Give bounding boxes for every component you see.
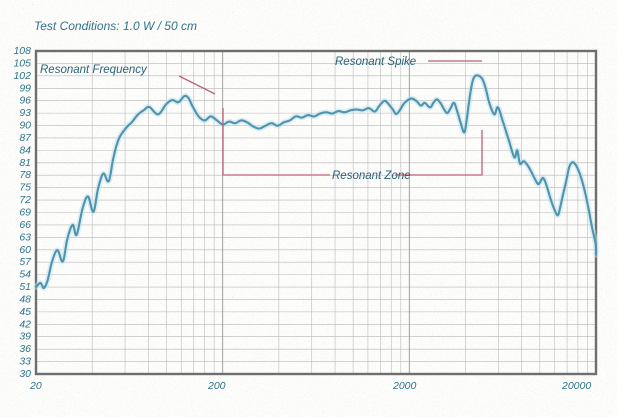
svg-text:63: 63	[19, 231, 31, 243]
svg-text:42: 42	[19, 318, 31, 330]
svg-text:96: 96	[19, 95, 31, 107]
svg-text:Resonant Spike: Resonant Spike	[335, 56, 416, 68]
svg-text:87: 87	[19, 132, 32, 144]
svg-text:69: 69	[19, 207, 31, 219]
svg-text:90: 90	[19, 120, 31, 132]
svg-text:108: 108	[13, 45, 31, 57]
svg-text:78: 78	[19, 169, 31, 181]
svg-text:200: 200	[207, 380, 226, 392]
svg-text:81: 81	[19, 157, 31, 169]
svg-text:99: 99	[19, 82, 31, 94]
svg-text:51: 51	[19, 281, 31, 293]
svg-text:45: 45	[19, 306, 31, 318]
svg-text:20000: 20000	[561, 380, 591, 392]
svg-text:2000: 2000	[392, 380, 417, 392]
svg-text:72: 72	[19, 194, 31, 206]
svg-text:36: 36	[19, 343, 31, 355]
svg-text:Resonant Zone: Resonant Zone	[332, 170, 411, 182]
svg-text:93: 93	[19, 107, 31, 119]
svg-text:57: 57	[19, 256, 32, 268]
svg-text:105: 105	[13, 57, 31, 69]
svg-text:Test Conditions: 1.0 W / 50 cm: Test Conditions: 1.0 W / 50 cm	[34, 19, 197, 33]
svg-text:20: 20	[29, 380, 42, 392]
svg-text:102: 102	[13, 70, 31, 82]
svg-text:84: 84	[19, 144, 31, 156]
svg-text:48: 48	[19, 293, 31, 305]
svg-text:54: 54	[19, 269, 31, 281]
svg-text:66: 66	[19, 219, 31, 231]
svg-text:Resonant Frequency: Resonant Frequency	[40, 64, 148, 76]
svg-text:75: 75	[19, 182, 31, 194]
svg-text:39: 39	[19, 331, 31, 343]
svg-text:30: 30	[19, 368, 31, 380]
svg-text:33: 33	[19, 356, 31, 368]
svg-text:60: 60	[19, 244, 31, 256]
